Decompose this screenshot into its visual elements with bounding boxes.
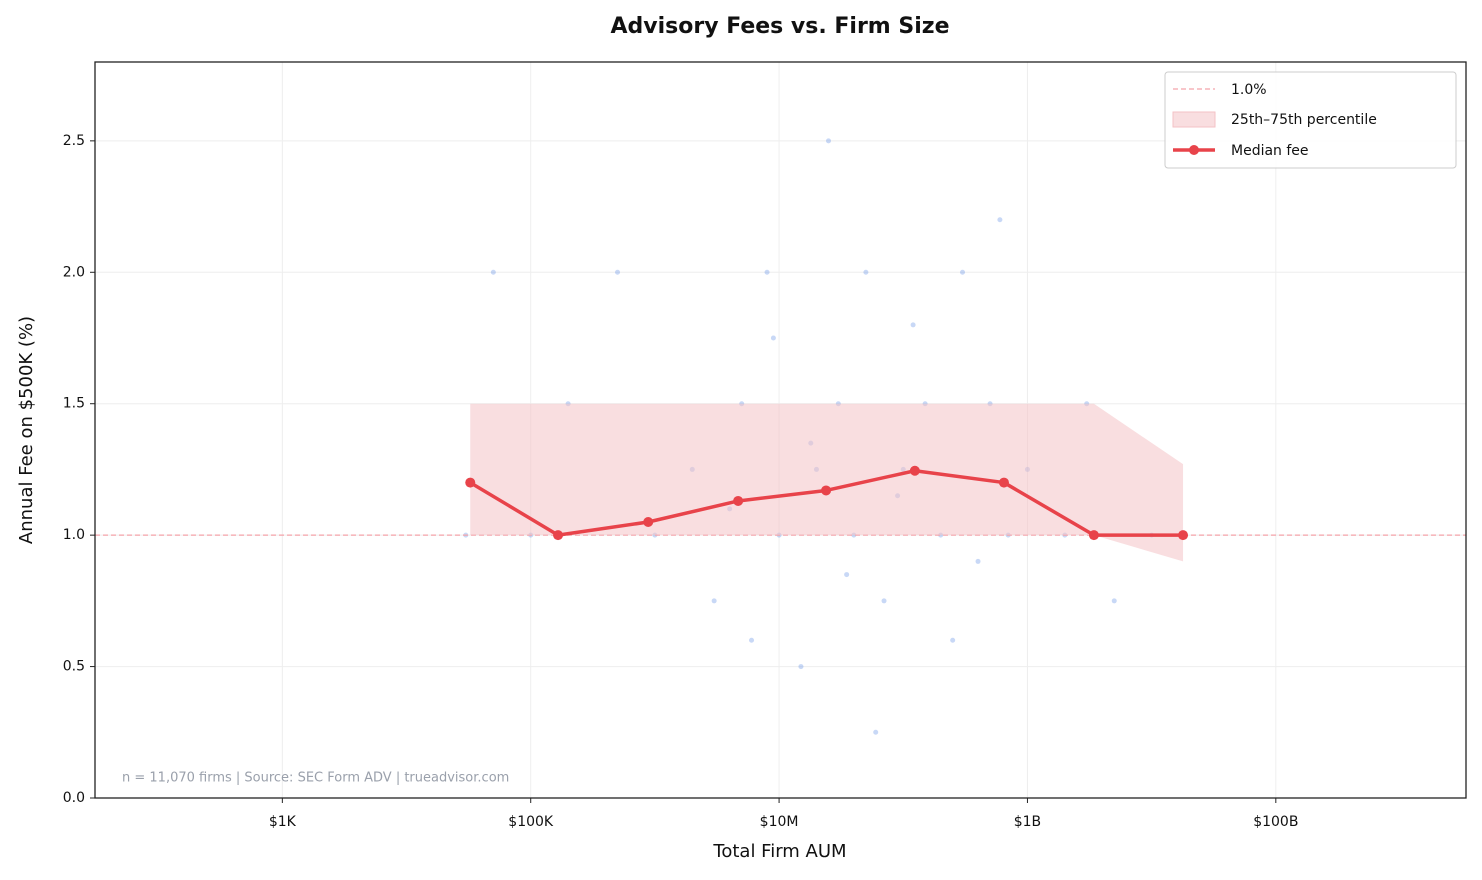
x-tick-label: $100B — [1253, 814, 1298, 830]
median-point — [733, 495, 744, 506]
plot-frame — [94, 61, 1467, 799]
legend-label: 25th–75th percentile — [1231, 112, 1377, 128]
scatter-point — [975, 558, 981, 564]
y-tick-label: 1.5 — [63, 396, 85, 412]
median-point — [553, 530, 564, 541]
source-note: n = 11,070 firms | Source: SEC Form ADV … — [122, 771, 509, 786]
scatter-point — [881, 598, 887, 604]
scatter-point — [711, 598, 717, 604]
x-axis-label: Total Firm AUM — [712, 841, 846, 862]
scatter-point — [960, 269, 966, 275]
y-tick-label: 2.5 — [63, 133, 85, 149]
x-tick-label: $1K — [269, 814, 297, 830]
median-point — [465, 477, 476, 488]
scatter-point — [798, 664, 804, 670]
legend-label: 1.0% — [1231, 82, 1267, 98]
scatter-point — [764, 269, 770, 275]
x-tick-label: $100K — [508, 814, 554, 830]
scatter-point — [950, 637, 956, 643]
scatter-point — [615, 269, 621, 275]
scatter-point — [1111, 598, 1117, 604]
scatter-point — [910, 322, 916, 328]
median-point — [1178, 530, 1189, 541]
scatter-point — [844, 572, 850, 578]
y-tick-label: 2.0 — [63, 264, 85, 280]
median-point — [1088, 530, 1099, 541]
chart-title: Advisory Fees vs. Firm Size — [610, 14, 949, 39]
scatter-point — [770, 335, 776, 341]
percentile-band — [470, 403, 1184, 562]
scatter-point — [490, 269, 496, 275]
median-point — [909, 465, 920, 476]
median-point — [821, 485, 832, 496]
scatter-point — [749, 637, 755, 643]
scatter-point — [997, 217, 1003, 223]
scatter-point — [825, 138, 831, 144]
legend-swatch — [1172, 111, 1216, 128]
y-tick-label: 0.0 — [63, 790, 85, 806]
median-point — [998, 477, 1009, 488]
median-point — [643, 517, 654, 527]
legend-box — [1164, 71, 1457, 169]
scatter-point — [863, 269, 869, 275]
legend-label: Median fee — [1231, 143, 1309, 159]
y-tick-label: 1.0 — [63, 527, 85, 543]
scatter-point — [873, 729, 879, 735]
y-axis-label: Annual Fee on $500K (%) — [16, 316, 37, 544]
legend-swatch — [1189, 145, 1199, 155]
y-tick-label: 0.5 — [63, 659, 85, 675]
x-tick-label: $1B — [1014, 814, 1041, 830]
x-tick-label: $10M — [760, 814, 799, 830]
